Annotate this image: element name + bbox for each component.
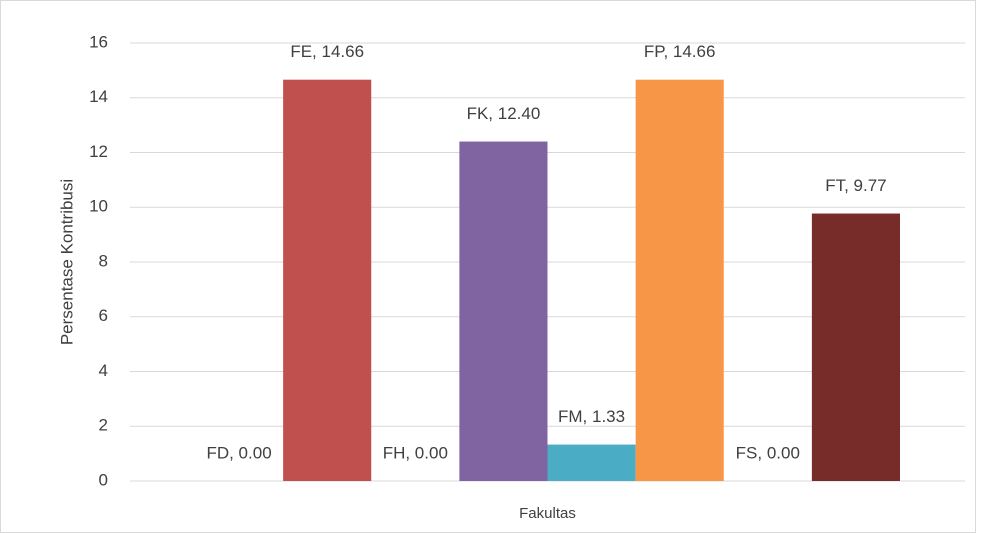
y-tick-label: 12 xyxy=(89,142,108,161)
y-tick-label: 2 xyxy=(99,416,108,435)
bar xyxy=(283,79,372,482)
data-label: FT, 9.77 xyxy=(825,176,886,195)
bar xyxy=(811,213,900,481)
y-axis-label: Persentase Kontribusi xyxy=(57,179,76,345)
y-tick-label: 0 xyxy=(99,470,108,489)
data-label: FS, 0.00 xyxy=(736,443,800,462)
data-label: FM, 1.33 xyxy=(558,407,625,426)
y-tick-label: 4 xyxy=(99,361,108,380)
data-label: FK, 12.40 xyxy=(467,104,541,123)
data-label: FH, 0.00 xyxy=(383,443,448,462)
y-tick-label: 14 xyxy=(89,87,108,106)
bar xyxy=(459,141,548,482)
y-tick-label: 6 xyxy=(99,306,108,325)
bar xyxy=(547,444,636,481)
bar xyxy=(635,79,724,482)
y-tick-label: 8 xyxy=(99,251,108,270)
x-tick-label: Fakultas xyxy=(519,505,576,522)
data-label: FE, 14.66 xyxy=(290,42,364,61)
data-label: FP, 14.66 xyxy=(644,42,716,61)
y-tick-label: 16 xyxy=(89,32,108,51)
y-tick-label: 10 xyxy=(89,197,108,216)
data-label: FD, 0.00 xyxy=(206,443,271,462)
